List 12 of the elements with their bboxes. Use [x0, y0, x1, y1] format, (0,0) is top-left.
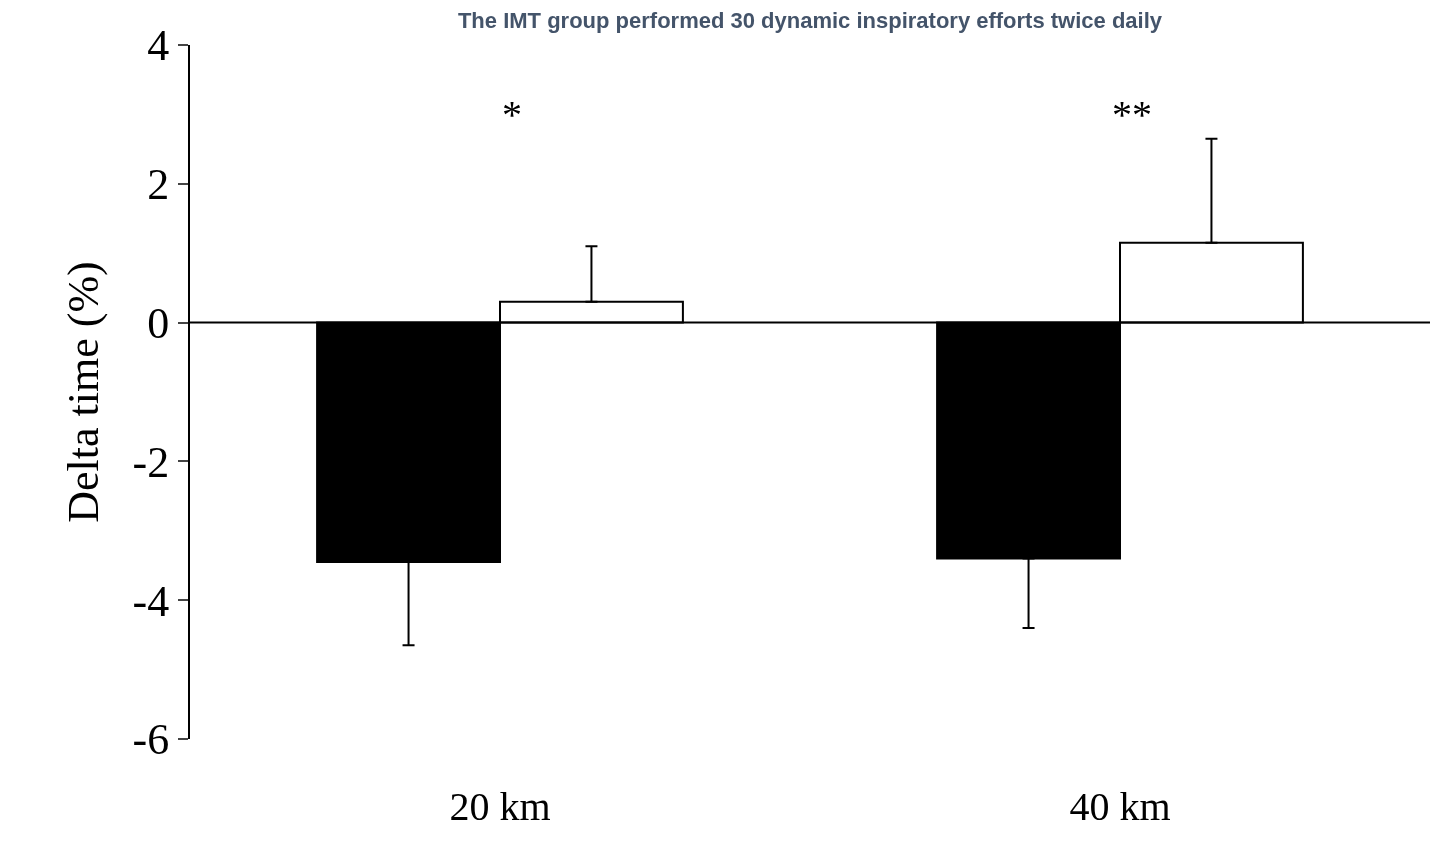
x-tick-label: 40 km	[1069, 784, 1171, 829]
annotation: **	[1112, 92, 1152, 137]
annotation: *	[502, 92, 522, 137]
y-tick-label: -6	[132, 715, 170, 765]
chart-title: The IMT group performed 30 dynamic inspiratory efforts twice daily	[457, 8, 1163, 34]
y-tick-label: -4	[132, 576, 170, 626]
x-tick-label: 20 km	[449, 784, 551, 829]
y-axis-title: Delta time (%)	[59, 261, 109, 523]
y-tick-label: 2	[147, 160, 170, 210]
y-tick-label: 4	[147, 21, 170, 71]
y-tick-label: -2	[132, 437, 170, 487]
y-tick-label: 0	[147, 299, 170, 348]
